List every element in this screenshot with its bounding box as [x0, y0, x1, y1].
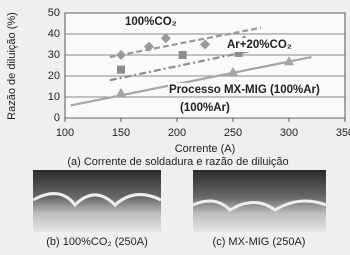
series-label: Ar+20%CO₂: [227, 39, 292, 51]
weld-bead: [192, 199, 327, 212]
photo-b: [33, 170, 161, 232]
marker: [228, 66, 238, 76]
photo-caption: (b) 100%CO₂ (250A): [46, 236, 147, 248]
weld-bead: [32, 192, 162, 208]
x-tick-label: 100: [56, 127, 74, 139]
marker: [117, 65, 125, 74]
label-bg: [226, 38, 304, 52]
series-label: Processo MX-MIG (100%Ar): [169, 84, 320, 96]
y-axis-label: Razão de diluição (%): [6, 12, 18, 120]
marker: [178, 51, 187, 59]
x-tick-label: 150: [112, 127, 130, 139]
y-tick-label: 20: [48, 70, 60, 82]
y-tick-label: 50: [48, 7, 60, 19]
trend-line: [109, 47, 262, 82]
x-tick-label: 350: [336, 127, 350, 139]
series-label: 100%CO₂: [125, 16, 177, 28]
marker: [116, 50, 126, 60]
label-bg: [168, 83, 342, 96]
x-tick-label: 250: [224, 127, 242, 139]
marker: [116, 87, 126, 97]
marker: [160, 33, 171, 44]
x-tick-label: 200: [168, 127, 186, 139]
trend-line: [109, 26, 262, 59]
y-tick-label: 10: [48, 91, 60, 103]
marker: [144, 41, 154, 52]
y-tick-label: 30: [48, 49, 60, 61]
y-tick-label: 0: [54, 112, 60, 124]
caption: (a) Corrente de soldadura e razão de dil…: [67, 156, 288, 168]
trend-line: [70, 56, 312, 107]
marker: [284, 56, 294, 66]
x-tick-label: 300: [280, 127, 298, 139]
photo-caption: (c) MX-MIG (250A): [213, 236, 306, 248]
annotation: (100%Ar): [180, 102, 230, 114]
x-axis-label: Corrente (A): [175, 143, 236, 155]
y-tick-label: 40: [48, 28, 60, 40]
plot-area: [64, 12, 346, 119]
marker: [234, 48, 243, 57]
marker: [200, 39, 210, 50]
